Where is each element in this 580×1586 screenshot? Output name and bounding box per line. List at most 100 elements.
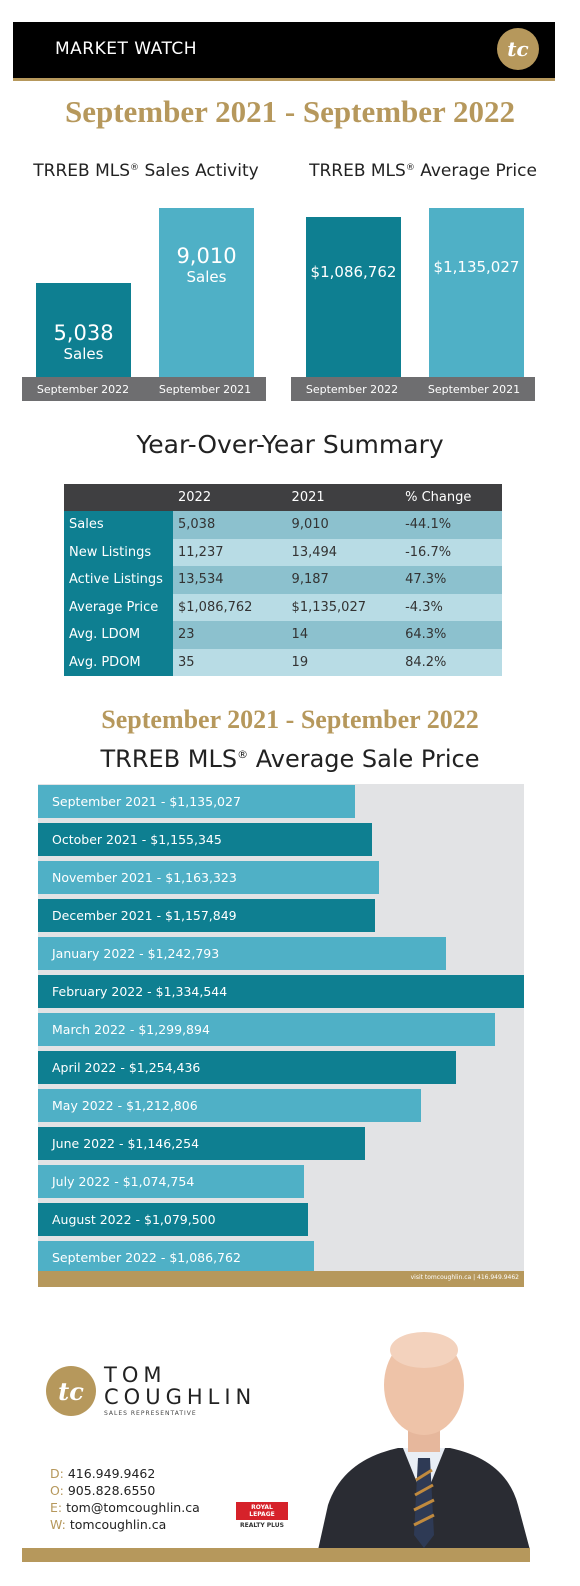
month-bar: September 2021 - $1,135,027 (38, 785, 355, 818)
summary-row: Sales 5,038 9,010 -44.1% (64, 511, 502, 539)
agent-logo: tc (46, 1366, 96, 1416)
month-bar: March 2022 - $1,299,894 (38, 1013, 495, 1046)
monthly-price-chart: September 2021 - $1,135,027 October 2021 … (38, 784, 524, 1271)
royal-lepage-logo: ROYAL LEPAGE REALTY PLUS (236, 1502, 288, 1529)
summary-row-label: Avg. LDOM (64, 621, 173, 649)
month-bar-label: November 2021 - $1,163,323 (52, 870, 237, 885)
summary-title: Year-Over-Year Summary (136, 430, 444, 459)
month-bar-label: July 2022 - $1,074,754 (52, 1174, 195, 1189)
price-chart-base: September 2022 September 2021 (291, 377, 535, 401)
month-bar: June 2022 - $1,146,254 (38, 1127, 365, 1160)
summary-cell: $1,135,027 (286, 593, 401, 621)
summary-row-label: Average Price (64, 593, 173, 621)
summary-cell: 47.3% (400, 566, 502, 594)
month-bar: September 2022 - $1,086,762 (38, 1241, 314, 1271)
month-bar-label: January 2022 - $1,242,793 (52, 946, 220, 961)
price-bar-2021: $1,135,027 (429, 208, 524, 377)
tc-logo: tc (497, 28, 539, 70)
sales-bar-2022: 5,038 Sales (36, 283, 131, 377)
sales-tick-label-2022: September 2022 (36, 383, 130, 396)
summary-table: 2022 2021 % Change Sales 5,038 9,010 -44.1%… (64, 484, 502, 676)
month-bar: November 2021 - $1,163,323 (38, 861, 379, 894)
summary-row: New Listings 11,237 13,494 -16.7% (64, 538, 502, 566)
month-bar: December 2021 - $1,157,849 (38, 899, 375, 932)
price-tick-label-2022: September 2022 (305, 383, 399, 396)
agent-portrait (318, 1332, 530, 1550)
average-price-title: TRREB MLS® Average Price (309, 161, 537, 181)
sales-unit-2021: Sales (186, 268, 227, 286)
summary-cell: 9,187 (286, 566, 401, 594)
month-bar-label: September 2021 - $1,135,027 (52, 794, 241, 809)
month-bar-label: March 2022 - $1,299,894 (52, 1022, 210, 1037)
summary-header-cell (64, 484, 173, 511)
sales-chart-base: September 2022 September 2021 (22, 377, 266, 401)
contact-office: O: 905.828.6550 (50, 1483, 156, 1498)
summary-header-cell: 2021 (286, 484, 401, 511)
price-bar-2022: $1,086,762 (306, 217, 401, 377)
summary-cell: 9,010 (286, 511, 401, 539)
summary-row: Average Price $1,086,762 $1,135,027 -4.3% (64, 593, 502, 621)
summary-row: Avg. LDOM 23 14 64.3% (64, 621, 502, 649)
monthly-chart-title: TRREB MLS® Average Sale Price (100, 745, 480, 773)
summary-cell: 5,038 (173, 511, 287, 539)
price-value-2021: $1,135,027 (433, 258, 520, 276)
month-bar-label: February 2022 - $1,334,544 (52, 984, 228, 999)
month-bar: October 2021 - $1,155,345 (38, 823, 372, 856)
month-bar-label: May 2022 - $1,212,806 (52, 1098, 198, 1113)
price-value-2022: $1,086,762 (310, 263, 397, 281)
footer-accent-bar (22, 1548, 530, 1562)
summary-cell: 84.2% (400, 648, 502, 676)
contact-website: W: tomcoughlin.ca (50, 1517, 167, 1532)
month-bar-label: October 2021 - $1,155,345 (52, 832, 222, 847)
summary-cell: -16.7% (400, 538, 502, 566)
price-tick-label-2021: September 2021 (427, 383, 521, 396)
summary-header-cell: 2022 (173, 484, 287, 511)
summary-row-label: Sales (64, 511, 173, 539)
summary-cell: 13,534 (173, 566, 287, 594)
agent-last-name: COUGHLIN (104, 1385, 257, 1409)
summary-cell: 64.3% (400, 621, 502, 649)
sales-unit-2022: Sales (63, 345, 104, 363)
sales-bar-2021: 9,010 Sales (159, 208, 254, 377)
summary-cell: $1,086,762 (173, 593, 287, 621)
summary-header-cell: % Change (400, 484, 502, 511)
summary-row-label: Avg. PDOM (64, 648, 173, 676)
summary-header-row: 2022 2021 % Change (64, 484, 502, 511)
agent-role: SALES REPRESENTATIVE (104, 1410, 197, 1417)
sales-value-2021: 9,010 (176, 244, 237, 268)
summary-row: Avg. PDOM 35 19 84.2% (64, 648, 502, 676)
contact-direct: D: 416.949.9462 (50, 1466, 156, 1481)
month-bar-label: December 2021 - $1,157,849 (52, 908, 237, 923)
month-bar: April 2022 - $1,254,436 (38, 1051, 456, 1084)
summary-cell: -4.3% (400, 593, 502, 621)
footer-note: visit tomcoughlin.ca | 416.949.9462 (410, 1274, 519, 1281)
summary-cell: 13,494 (286, 538, 401, 566)
summary-cell: 19 (286, 648, 401, 676)
monthly-chart-footer: visit tomcoughlin.ca | 416.949.9462 (38, 1271, 524, 1287)
summary-row-label: New Listings (64, 538, 173, 566)
summary-cell: 14 (286, 621, 401, 649)
sales-tick-label-2021: September 2021 (158, 383, 252, 396)
summary-cell: -44.1% (400, 511, 502, 539)
header-title: MARKET WATCH (55, 39, 198, 59)
month-bar-label: August 2022 - $1,079,500 (52, 1212, 216, 1227)
monthly-period-title: September 2021 - September 2022 (101, 705, 479, 734)
summary-cell: 23 (173, 621, 287, 649)
summary-row-label: Active Listings (64, 566, 173, 594)
summary-cell: 35 (173, 648, 287, 676)
header-bar: MARKET WATCH tc (13, 22, 555, 81)
month-bar: January 2022 - $1,242,793 (38, 937, 446, 970)
month-bar: July 2022 - $1,074,754 (38, 1165, 304, 1198)
period-title: September 2021 - September 2022 (64, 94, 515, 129)
summary-row: Active Listings 13,534 9,187 47.3% (64, 566, 502, 594)
agent-first-name: TOM (104, 1363, 167, 1387)
sales-activity-title: TRREB MLS® Sales Activity (33, 161, 259, 181)
sales-value-2022: 5,038 (53, 321, 114, 345)
month-bar: February 2022 - $1,334,544 (38, 975, 524, 1008)
month-bar-label: April 2022 - $1,254,436 (52, 1060, 201, 1075)
summary-cell: 11,237 (173, 538, 287, 566)
month-bar-label: September 2022 - $1,086,762 (52, 1250, 241, 1265)
month-bar-label: June 2022 - $1,146,254 (52, 1136, 200, 1151)
month-bar: August 2022 - $1,079,500 (38, 1203, 308, 1236)
contact-email: E: tom@tomcoughlin.ca (50, 1500, 200, 1515)
